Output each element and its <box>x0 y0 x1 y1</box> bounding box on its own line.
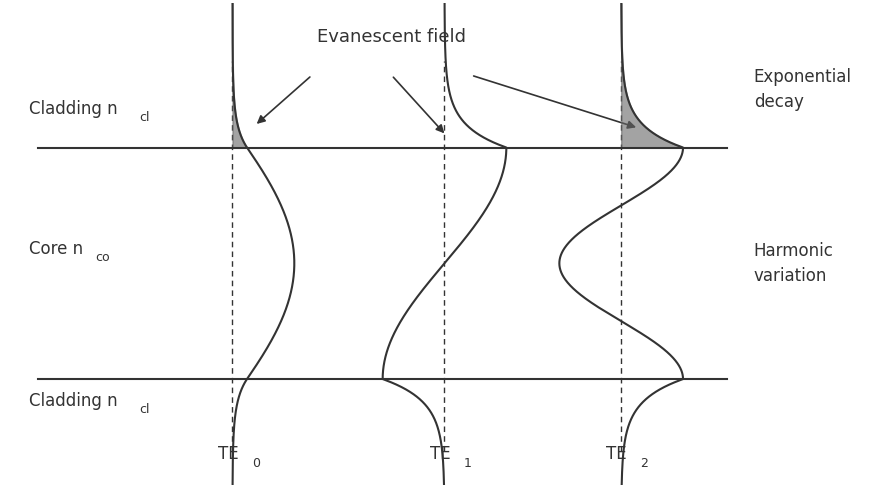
Text: TE: TE <box>429 445 451 463</box>
Text: Core n: Core n <box>29 240 84 258</box>
Text: Cladding n: Cladding n <box>29 100 118 118</box>
Text: Evanescent field: Evanescent field <box>317 27 466 45</box>
Text: TE: TE <box>218 445 238 463</box>
Text: Exponential
decay: Exponential decay <box>754 68 852 111</box>
Text: co: co <box>95 251 110 264</box>
Text: Harmonic
variation: Harmonic variation <box>754 242 834 285</box>
Text: 0: 0 <box>252 457 260 470</box>
Text: 2: 2 <box>641 457 648 470</box>
Text: Cladding n: Cladding n <box>29 391 118 409</box>
Text: cl: cl <box>140 111 150 124</box>
Text: 1: 1 <box>464 457 472 470</box>
Text: TE: TE <box>606 445 627 463</box>
Text: cl: cl <box>140 403 150 416</box>
